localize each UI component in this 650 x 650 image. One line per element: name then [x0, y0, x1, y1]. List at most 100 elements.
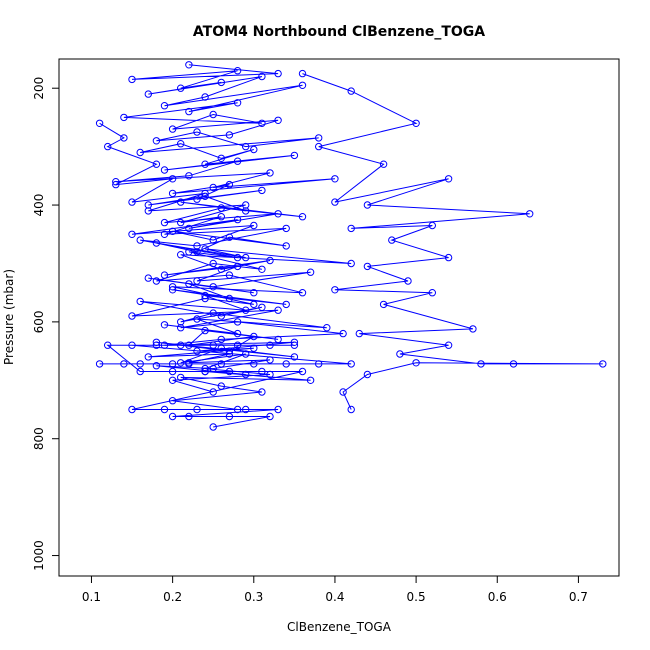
data-point [152, 160, 161, 168]
data-point [225, 233, 234, 241]
data-point [128, 75, 136, 84]
data-point [233, 215, 242, 224]
data-point [185, 224, 193, 233]
data-point [120, 134, 128, 142]
data-point [209, 341, 217, 349]
data-point [160, 405, 169, 414]
data-point [120, 113, 128, 122]
data-point [250, 145, 258, 154]
data-point [258, 72, 266, 81]
data-point [509, 360, 518, 368]
data-point [201, 326, 209, 335]
data-point [160, 166, 169, 174]
data-point [274, 116, 282, 125]
data-point [193, 405, 201, 414]
data-point [128, 198, 136, 206]
data-point [469, 325, 477, 333]
data-point [233, 67, 242, 75]
data-point [201, 93, 209, 101]
data-point [379, 160, 388, 168]
data-point [185, 360, 193, 368]
data-point [177, 84, 185, 92]
data-point [290, 151, 299, 160]
data-point [266, 412, 274, 421]
data-point [298, 69, 307, 78]
data-point [282, 300, 290, 309]
series-line-3 [302, 73, 603, 410]
data-point [250, 300, 258, 309]
data-point [266, 169, 274, 177]
data-point [128, 312, 136, 320]
data-point [233, 329, 242, 338]
data-point [185, 107, 193, 116]
data-point [177, 359, 185, 367]
data-point [444, 253, 453, 262]
data-point [242, 306, 250, 314]
x-tick-label: 0.5 [407, 590, 426, 604]
data-point [412, 119, 420, 128]
data-point [444, 175, 453, 183]
data-point [144, 274, 153, 282]
x-tick-label: 0.1 [82, 590, 101, 604]
data-point [152, 239, 161, 247]
data-point [396, 350, 404, 358]
data-point [136, 360, 144, 368]
data-point [315, 360, 323, 368]
data-point [128, 230, 136, 239]
data-point [136, 297, 144, 306]
data-point [168, 412, 177, 421]
data-point [168, 175, 177, 183]
data-point [298, 367, 307, 376]
data-point [225, 180, 234, 189]
data-point [258, 388, 266, 396]
data-point [209, 183, 217, 192]
data-point [306, 376, 315, 384]
data-point [242, 350, 250, 358]
data-point [363, 370, 372, 379]
data-point [193, 315, 201, 323]
data-point [298, 289, 307, 297]
data-point [331, 175, 339, 183]
data-point [233, 318, 242, 326]
data-point [144, 90, 153, 98]
y-tick-label: 400 [32, 194, 46, 217]
data-point [250, 332, 258, 341]
data-point [217, 213, 226, 221]
data-point [428, 221, 436, 230]
data-point [136, 148, 144, 157]
data-point [225, 271, 234, 279]
data-point [144, 201, 153, 209]
data-point [104, 341, 112, 349]
data-point [160, 321, 169, 329]
data-point [315, 142, 323, 151]
x-tick-label: 0.6 [488, 590, 507, 604]
data-point [136, 367, 144, 376]
data-point [242, 207, 250, 215]
data-point [217, 360, 226, 368]
data-point [339, 388, 347, 396]
data-point [347, 87, 355, 95]
data-point [412, 359, 420, 367]
data-point [152, 362, 161, 370]
data-point [363, 262, 372, 271]
data-point [242, 405, 250, 414]
data-point [95, 119, 104, 128]
data-point [331, 198, 339, 206]
data-point [290, 341, 299, 349]
data-point [209, 423, 217, 431]
data-point [201, 367, 209, 376]
data-point [290, 353, 299, 361]
data-point [347, 259, 355, 268]
data-point [388, 236, 396, 244]
data-point [185, 61, 193, 69]
data-point [428, 289, 436, 297]
data-point [95, 360, 104, 368]
series-line-1 [115, 64, 352, 393]
data-point [225, 367, 234, 376]
data-point [168, 376, 177, 384]
x-tick-label: 0.3 [244, 590, 263, 604]
data-point [177, 140, 185, 148]
x-axis-label: ClBenzene_TOGA [287, 620, 392, 634]
data-point [282, 242, 290, 250]
data-point [152, 277, 161, 285]
